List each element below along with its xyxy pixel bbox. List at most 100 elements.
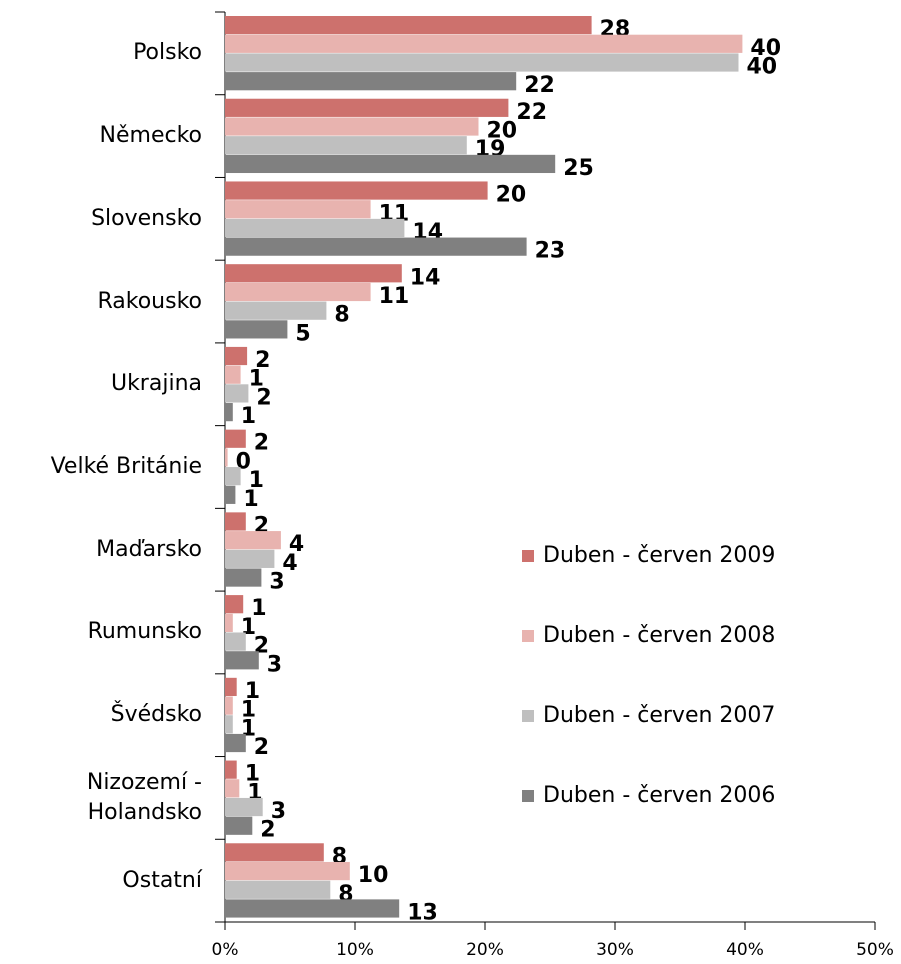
bar (225, 760, 237, 779)
x-tick-label: 40% (726, 940, 764, 960)
bar (225, 448, 228, 467)
bar (225, 365, 241, 384)
value-label: 22 (524, 73, 555, 98)
value-label: 2 (260, 818, 275, 843)
bar (225, 53, 739, 72)
bar (225, 677, 237, 697)
bar (225, 72, 517, 91)
value-label: 20 (496, 183, 527, 208)
x-tick-label: 50% (856, 940, 894, 960)
legend-label: Duben - červen 2006 (543, 783, 775, 808)
value-label: 1 (249, 367, 264, 392)
bar (225, 549, 275, 568)
bar (225, 154, 556, 174)
bar (225, 403, 233, 422)
bar (225, 264, 402, 283)
x-tick-label: 20% (466, 940, 504, 960)
value-label: 13 (407, 900, 438, 925)
category-label: Maďarsko (96, 536, 202, 562)
bar (225, 136, 467, 155)
value-label: 40 (750, 36, 781, 61)
legend-swatch (522, 630, 534, 642)
category-label: Velké Británie (50, 454, 202, 479)
bar (225, 467, 241, 486)
value-label: 11 (379, 284, 410, 309)
value-label: 4 (289, 532, 304, 557)
bar (225, 282, 371, 302)
value-label: 3 (271, 799, 286, 824)
value-label: 1 (245, 762, 260, 787)
legend-label: Duben - červen 2007 (543, 703, 775, 728)
value-label: 2 (254, 431, 269, 456)
bar (225, 320, 288, 339)
bar (225, 384, 249, 403)
bar (225, 237, 527, 256)
bar (225, 346, 248, 366)
category-label: Nizozemí - Holandsko (86, 769, 202, 825)
value-label: 1 (243, 487, 258, 512)
value-label: 14 (410, 265, 441, 290)
value-label: 1 (241, 698, 256, 723)
category-label: Ostatní (122, 867, 202, 893)
value-label: 8 (334, 303, 349, 328)
bar (225, 512, 246, 531)
bar (225, 485, 236, 504)
bar (225, 816, 253, 835)
bar (225, 218, 405, 238)
bar (225, 696, 233, 715)
value-label: 5 (295, 321, 310, 346)
bar (225, 200, 371, 219)
bar (225, 595, 244, 614)
value-label: 2 (255, 348, 270, 373)
value-label: 4 (282, 551, 297, 576)
value-label: 1 (245, 679, 260, 704)
category-label: Německo (99, 123, 202, 149)
bar (225, 715, 233, 734)
x-tick-label: 10% (336, 940, 374, 960)
bar (225, 861, 350, 881)
value-label: 3 (267, 652, 282, 677)
bar (225, 429, 246, 448)
legend-swatch (522, 790, 534, 802)
category-label: Rumunsko (87, 619, 202, 645)
bar (225, 651, 259, 670)
bar (225, 98, 509, 117)
legend-label: Duben - červen 2009 (543, 543, 775, 568)
category-label: Polsko (133, 40, 202, 66)
bar (225, 16, 592, 35)
bar (225, 797, 263, 817)
bar (225, 880, 331, 899)
bar (225, 899, 400, 918)
value-label: 10 (358, 863, 389, 888)
value-label: 25 (563, 156, 594, 181)
value-label: 22 (516, 100, 547, 125)
value-label: 23 (535, 239, 566, 264)
legend-swatch (522, 710, 534, 722)
value-label: 2 (256, 385, 271, 410)
x-tick-label: 0% (212, 940, 239, 960)
legend-label: Duben - červen 2008 (543, 623, 775, 648)
category-label: Rakousko (97, 288, 202, 314)
value-label: 2 (254, 735, 269, 760)
value-label: 1 (241, 404, 256, 429)
bar (225, 632, 246, 651)
bar (225, 779, 240, 798)
value-label: 1 (249, 468, 264, 493)
value-label: 20 (487, 119, 518, 144)
bar (225, 531, 281, 550)
value-label: 40 (747, 55, 778, 80)
value-label: 1 (251, 596, 266, 621)
category-label: Slovensko (91, 205, 202, 231)
bar (225, 733, 246, 753)
legend-swatch (522, 550, 534, 562)
category-label: Švédsko (110, 702, 202, 728)
bar (225, 181, 488, 200)
bar (225, 568, 262, 587)
bar (225, 117, 479, 136)
category-label: Ukrajina (110, 371, 202, 397)
bar (225, 843, 324, 862)
bar (225, 301, 327, 320)
bar (225, 34, 743, 53)
